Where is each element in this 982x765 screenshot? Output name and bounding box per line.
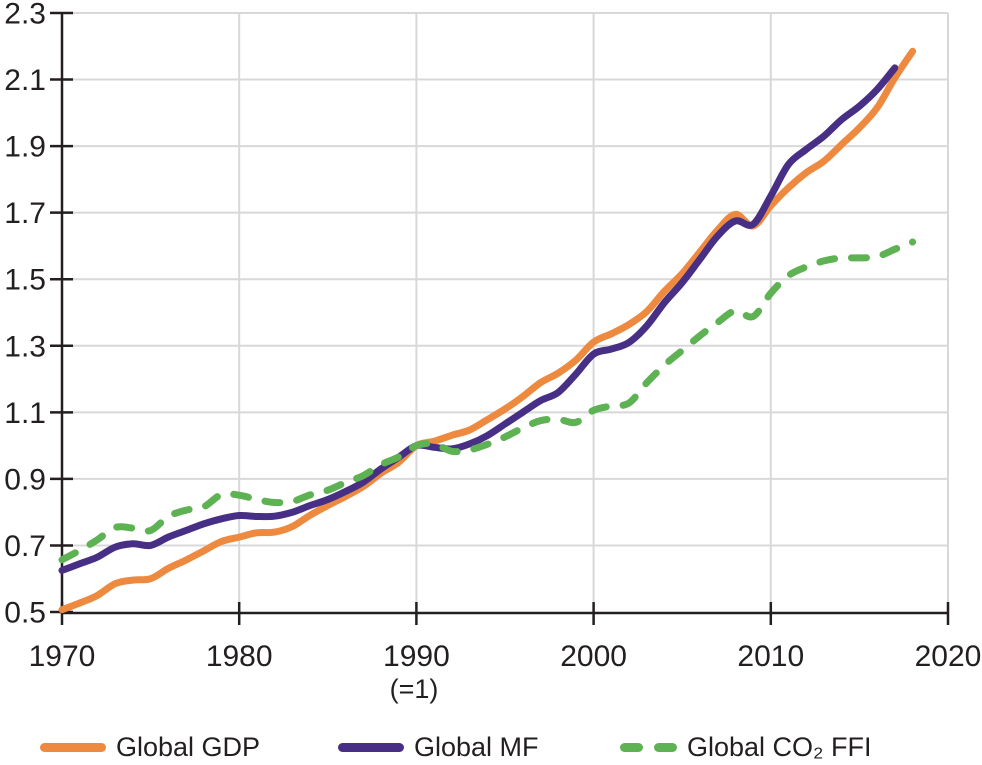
- y-tick-label: 1.9: [4, 131, 46, 164]
- mf-line-swatch: [338, 743, 404, 752]
- y-tick-label: 1.7: [4, 197, 46, 230]
- y-tick-label: 1.1: [4, 397, 46, 430]
- y-tick-label: 1.5: [4, 264, 46, 297]
- x-tick-label: 2010: [737, 640, 804, 673]
- y-tick-label: 0.5: [4, 597, 46, 630]
- x-tick-label: 1980: [206, 640, 273, 673]
- y-tick-label: 1.3: [4, 330, 46, 363]
- legend-label-global-gdp: Global GDP: [116, 732, 261, 762]
- chart-canvas: 0.5 0.7 0.9 1.1 1.3 1.5 1.7 1.9 2.1 2.3 1970 1980 19…: [4, 0, 982, 673]
- x-tick-label: 1970: [29, 640, 96, 673]
- series-line-global-co-ffi: [58, 238, 917, 564]
- y-tick-label: 0.9: [4, 463, 46, 496]
- x-tick-label: 1990: [383, 640, 450, 673]
- legend-item-global-mf: Global MF: [338, 730, 539, 765]
- x-tick-label: 2020: [915, 640, 982, 673]
- y-tick-label: 2.1: [4, 64, 46, 97]
- legend-item-global-gdp: Global GDP: [40, 730, 260, 765]
- x-tick-label: 2000: [560, 640, 627, 673]
- series-line-global-mf: [58, 64, 899, 574]
- y-tick-label: 0.7: [4, 530, 46, 563]
- legend-label-global-mf: Global MF: [414, 732, 539, 762]
- legend: Global GDP Global MF Global CO₂ FFI: [0, 730, 982, 765]
- series-line-global-gdp: [58, 47, 917, 614]
- legend-label-global-co2-ffi: Global CO₂ FFI: [687, 732, 872, 762]
- legend-item-global-co2-ffi: Global CO₂ FFI: [620, 730, 872, 765]
- co2-line-swatch: [620, 743, 677, 752]
- gdp-line-swatch: [40, 743, 106, 752]
- y-tick-label: 2.3: [4, 0, 46, 31]
- x-axis-index-note: (=1): [389, 674, 439, 704]
